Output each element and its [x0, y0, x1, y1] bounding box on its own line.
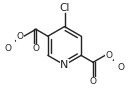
- Text: O: O: [118, 63, 124, 72]
- Text: O: O: [17, 32, 23, 41]
- Text: O: O: [90, 77, 97, 86]
- Text: N: N: [60, 60, 69, 70]
- Text: Cl: Cl: [59, 3, 70, 13]
- Text: O: O: [106, 51, 112, 60]
- Text: O: O: [5, 44, 11, 53]
- Text: O: O: [32, 44, 39, 53]
